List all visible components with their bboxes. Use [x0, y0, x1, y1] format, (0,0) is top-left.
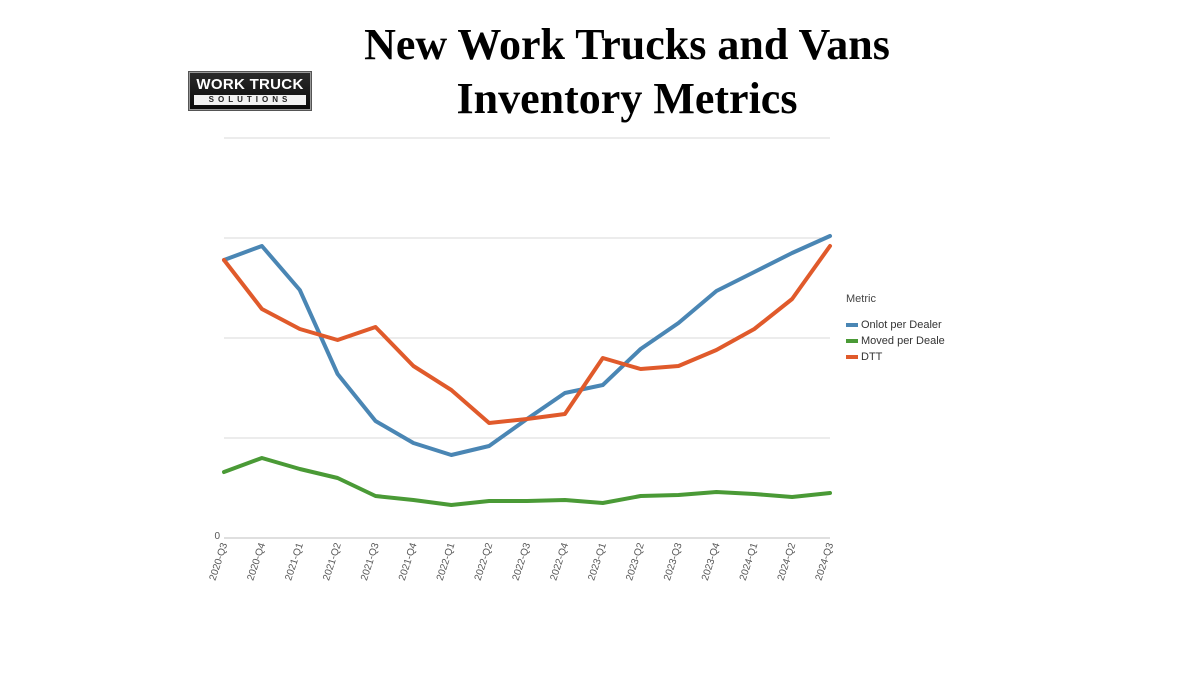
x-tick-label: 2022-Q4	[549, 541, 572, 582]
x-tick-label: 2022-Q2	[473, 541, 496, 582]
logo-text-top: WORK TRUCK	[196, 76, 304, 93]
x-tick-label: 2020-Q3	[208, 541, 231, 582]
x-tick-label: 2021-Q4	[397, 541, 420, 582]
x-tick-label: 2021-Q3	[359, 541, 382, 582]
x-tick-label: 2022-Q3	[511, 541, 534, 582]
x-tick-label: 2020-Q4	[246, 541, 269, 582]
x-tick-label: 2023-Q1	[586, 541, 609, 582]
logo-text-bottom: SOLUTIONS	[194, 95, 306, 105]
x-tick-label: 2023-Q4	[700, 541, 723, 582]
x-tick-label: 2023-Q2	[624, 541, 647, 582]
legend-swatch-moved	[846, 339, 858, 343]
work-truck-solutions-logo: WORK TRUCK SOLUTIONS	[189, 72, 311, 110]
legend-label-moved: Moved per Deale	[861, 335, 945, 347]
x-tick-label: 2024-Q3	[814, 541, 837, 582]
series-line-2	[222, 244, 832, 425]
legend: Metric Onlot per Dealer Moved per Deale …	[846, 293, 945, 365]
series-line-1	[222, 456, 832, 507]
series-line-0	[222, 234, 832, 457]
x-tick-label: 2023-Q3	[662, 541, 685, 582]
legend-item-moved: Moved per Deale	[846, 333, 945, 349]
legend-item-dtt: DTT	[846, 349, 945, 365]
x-tick-label: 2022-Q1	[435, 541, 458, 582]
x-tick-label: 2021-Q1	[283, 541, 306, 582]
x-tick-label: 2024-Q1	[738, 541, 761, 582]
x-tick-label: 2021-Q2	[321, 541, 344, 582]
legend-label-onlot: Onlot per Dealer	[861, 319, 942, 331]
legend-swatch-onlot	[846, 323, 858, 327]
chart-title: New Work Trucks and Vans Inventory Metri…	[364, 20, 890, 123]
legend-title: Metric	[846, 293, 876, 305]
y-tick-label: 0	[214, 531, 220, 542]
legend-item-onlot: Onlot per Dealer	[846, 317, 945, 333]
legend-swatch-dtt	[846, 355, 858, 359]
x-tick-label: 2024-Q2	[776, 541, 799, 582]
legend-label-dtt: DTT	[861, 351, 883, 363]
